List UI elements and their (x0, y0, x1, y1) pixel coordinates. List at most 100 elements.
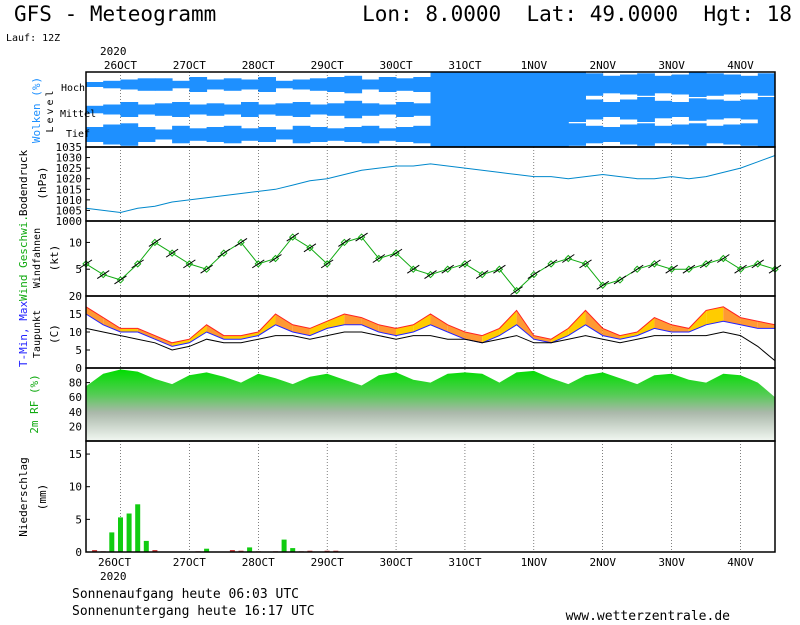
cloud-cell-mittel-29 (585, 99, 604, 120)
cloud-cell-tief-37 (723, 124, 741, 145)
precip-bar-0 (92, 550, 98, 552)
temp-range-segment-10 (258, 314, 276, 336)
cloud-cell-hoch-31 (620, 74, 638, 95)
cloud-cell-hoch-0 (86, 82, 104, 87)
cloud-cell-hoch-13 (309, 78, 328, 91)
cloud-cell-hoch-4 (154, 78, 173, 91)
cloud-cell-tief-34 (671, 124, 690, 145)
wind-barb-27 (544, 259, 558, 269)
temp-range-segment-24 (499, 310, 517, 336)
precip-bar-15 (281, 539, 287, 552)
cloud-cell-hoch-26 (533, 72, 552, 97)
wind-barb-21 (441, 264, 455, 274)
cloud-cell-tief-4 (154, 129, 173, 140)
precip-tick-10: 10 (69, 481, 82, 494)
precip-bar-10 (229, 550, 235, 552)
wind-barb-33 (648, 259, 661, 269)
cloud-cell-mittel-21 (447, 97, 466, 122)
cloud-cell-tief-11 (275, 129, 294, 140)
pressure-tick-1025: 1025 (56, 162, 83, 175)
pressure-unit: (hPa) (36, 166, 49, 199)
cloud-cell-hoch-24 (499, 72, 518, 97)
cloud-cell-mittel-1 (103, 104, 121, 115)
cloud-cell-hoch-34 (671, 74, 690, 95)
cloud-level-low: Tief (66, 129, 90, 140)
temp-range-segment-0 (86, 306, 104, 325)
cloud-cell-mittel-15 (344, 100, 363, 119)
temp-range-segment-3 (137, 328, 155, 340)
temp-tick-10: 10 (69, 326, 82, 339)
wind-barb-20 (424, 270, 437, 279)
wind-barb-14 (320, 259, 334, 269)
pressure-ylabel: Bodendruck (17, 150, 30, 217)
temp-range-segment-26 (533, 335, 552, 343)
cloud-cell-mittel-5 (172, 102, 190, 117)
cloud-cell-mittel-2 (120, 102, 139, 117)
cloud-cell-mittel-12 (292, 102, 311, 117)
temp-range-segment-29 (585, 310, 603, 336)
wind-barb-34 (665, 264, 678, 274)
cloud-cell-hoch-38 (740, 75, 759, 94)
tmax-line (85, 306, 776, 344)
cloud-cell-mittel-9 (241, 102, 259, 117)
date-label-bottom-3: 29OCT (311, 556, 344, 569)
cloud-cell-hoch-3 (137, 78, 156, 91)
wind-barb-25 (510, 286, 523, 296)
cloud-cell-tief-9 (241, 128, 259, 141)
temp-range-segment-8 (223, 335, 242, 340)
cloud-ylabel: Wolken (%) (30, 77, 43, 143)
temp-range-segment-35 (688, 310, 707, 332)
date-label-top-0: 26OCT (104, 59, 137, 72)
cloud-cell-tief-0 (86, 127, 104, 142)
temp-range-segment-34 (671, 324, 689, 332)
date-label-top-4: 30OCT (379, 59, 412, 72)
panel-frame-5 (85, 440, 776, 553)
wind-barb-35 (682, 264, 696, 274)
cloud-cell-mittel-22 (465, 97, 483, 122)
sunrise-text: Sonnenaufgang heute 06:03 UTC (72, 587, 299, 602)
cloud-cell-hoch-35 (688, 72, 707, 97)
wind-ylabel: Wind Geschwi. (17, 215, 30, 301)
tmin-line (85, 313, 775, 347)
wind-barb-7 (200, 264, 213, 274)
year-label-bottom: 2020 (100, 570, 127, 583)
cloud-cell-mittel-31 (620, 99, 638, 120)
wind-barb-24 (493, 264, 506, 274)
cloud-cell-tief-26 (533, 122, 552, 147)
cloud-cell-mittel-23 (482, 97, 500, 122)
cloud-cell-tief-22 (465, 122, 483, 147)
cloud-cell-mittel-32 (637, 97, 655, 122)
humidity-ylabel: 2m RF (%) (28, 374, 41, 434)
precip-unit: (mm) (36, 484, 49, 511)
cloud-cell-tief-20 (430, 122, 449, 147)
cloud-cell-mittel-25 (516, 97, 535, 122)
cloud-cell-hoch-25 (516, 72, 535, 97)
cloud-cell-hoch-22 (465, 72, 483, 97)
cloud-cell-tief-24 (499, 122, 518, 147)
cloud-cell-mittel-37 (723, 100, 741, 119)
temp-range-segment-19 (413, 314, 431, 332)
precip-bar-3 (118, 517, 123, 552)
cloud-cell-mittel-0 (86, 105, 104, 114)
cloud-cell-tief-31 (620, 124, 638, 145)
wind-barb-26 (527, 270, 541, 279)
precip-bar-5 (135, 504, 141, 552)
cloud-cell-mittel-30 (602, 102, 621, 117)
cloud-cell-tief-25 (516, 122, 535, 147)
wind-barb-2 (114, 275, 127, 285)
cloud-cell-tief-16 (361, 125, 380, 144)
cloud-cell-mittel-26 (533, 97, 552, 122)
cloud-cell-mittel-14 (327, 103, 345, 116)
humidity-tick-80: 80 (69, 377, 82, 390)
cloud-cell-mittel-38 (740, 99, 759, 120)
cloud-cell-tief-28 (568, 123, 586, 146)
pressure-tick-1005: 1005 (56, 204, 83, 217)
cloud-cell-tief-23 (482, 122, 500, 147)
temp-range-segment-16 (361, 317, 379, 332)
humidity-tick-60: 60 (69, 391, 82, 404)
temp-range-segment-31 (619, 332, 638, 340)
cloud-cell-mittel-8 (223, 104, 242, 115)
date-label-top-9: 4NOV (727, 59, 754, 72)
temp-tick-15: 15 (69, 308, 82, 321)
date-label-bottom-2: 28OCT (242, 556, 275, 569)
